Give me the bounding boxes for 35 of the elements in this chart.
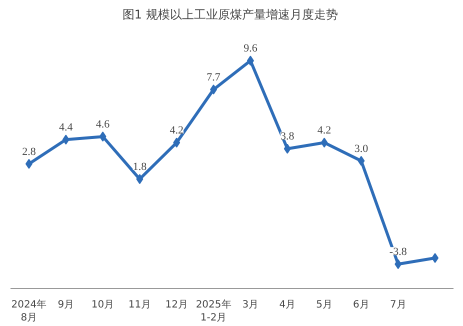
chart-title: 图1 规模以上工业原煤产量增速月度走势 <box>122 8 338 22</box>
point <box>210 84 218 95</box>
x-tick-label: 3月 <box>242 300 259 310</box>
point <box>284 144 291 154</box>
x-tick-label: 9月 <box>58 300 74 310</box>
x-tick-label: 6月 <box>353 300 370 310</box>
data-label: 3.0 <box>354 142 369 155</box>
point <box>246 56 254 66</box>
point <box>173 138 180 148</box>
data-label: 4.6 <box>96 118 110 131</box>
data-label: 1.8 <box>132 161 148 174</box>
x-tick-label: 2024年 8月 <box>11 298 47 324</box>
data-label: 3.8 <box>280 130 295 143</box>
data-label: 4.4 <box>59 122 74 134</box>
x-tick-label: 2025年 1-2月 <box>196 298 232 324</box>
point <box>99 132 106 142</box>
point <box>136 174 144 184</box>
x-tick-label: 5月 <box>316 300 332 310</box>
point <box>358 156 365 166</box>
x-tick-label: 7月 <box>390 300 406 310</box>
x-tick-label: 12月 <box>165 300 188 310</box>
data-label: 4.2 <box>317 124 332 137</box>
x-tick-label: 11月 <box>128 300 152 310</box>
x-tick-label: 10月 <box>91 300 114 310</box>
data-label: -3.8 <box>389 246 408 258</box>
data-label: 2.8 <box>22 146 36 158</box>
data-label: 7.7 <box>206 72 221 84</box>
point <box>25 158 32 169</box>
point <box>432 253 439 264</box>
data-label: 9.6 <box>244 42 258 55</box>
data-label: 4.2 <box>170 124 184 137</box>
point <box>320 138 328 148</box>
point <box>394 259 402 270</box>
x-tick-label: 4月 <box>279 300 296 310</box>
point <box>62 134 70 145</box>
